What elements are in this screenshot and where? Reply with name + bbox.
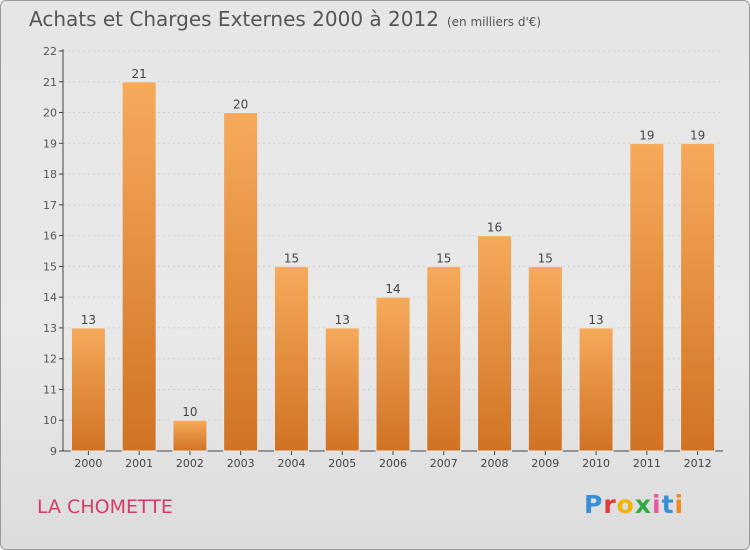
logo-letter: i	[674, 490, 685, 519]
bar-value-label: 15	[436, 251, 451, 265]
bar-2009	[527, 265, 563, 452]
bar-value-label: 21	[132, 67, 147, 81]
bar-2001	[121, 81, 157, 452]
y-tick-label: 12	[43, 353, 57, 366]
y-tick-label: 16	[43, 230, 57, 243]
y-tick-label: 10	[43, 414, 57, 427]
bar-2003	[223, 112, 259, 452]
bar-2000	[70, 327, 106, 452]
bar-2012	[680, 142, 716, 452]
logo-letter: t	[661, 490, 675, 519]
x-tick-label: 2010	[582, 457, 610, 470]
y-tick-label: 22	[43, 45, 57, 58]
bar-2008	[477, 235, 513, 452]
proxiti-logo: Proxiti	[584, 490, 684, 519]
y-tick-label: 14	[43, 291, 57, 304]
chart-title: Achats et Charges Externes 2000 à 2012 (e…	[29, 7, 541, 31]
bar-2002	[172, 419, 208, 452]
commune-name: LA CHOMETTE	[37, 496, 173, 518]
y-tick-label: 17	[43, 199, 57, 212]
logo-letter: i	[652, 490, 662, 519]
bar-value-label: 10	[182, 405, 197, 419]
x-tick-label: 2006	[379, 457, 407, 470]
chart-title-text: Achats et Charges Externes 2000 à 2012	[29, 7, 439, 31]
bar-2010	[578, 327, 614, 452]
logo-letter: x	[634, 490, 652, 519]
bar-value-label: 13	[81, 313, 96, 327]
bar-2005	[324, 327, 360, 452]
bar-2004	[273, 265, 309, 452]
bar-value-label: 14	[385, 282, 400, 296]
chart-subtitle: (en milliers d'€)	[446, 15, 542, 29]
y-tick-label: 13	[43, 322, 57, 335]
bar-value-label: 19	[639, 128, 654, 142]
x-tick-label: 2004	[277, 457, 305, 470]
y-tick-label: 11	[43, 383, 57, 396]
bar-2006	[375, 296, 411, 452]
x-tick-label: 2008	[481, 457, 509, 470]
y-tick-label: 18	[43, 168, 57, 181]
bar-value-label: 13	[588, 313, 603, 327]
bar-value-label: 16	[487, 221, 502, 235]
x-tick-label: 2007	[430, 457, 458, 470]
bar-value-label: 13	[335, 313, 350, 327]
y-tick-label: 20	[43, 107, 57, 120]
bar-2011	[629, 142, 665, 452]
x-tick-label: 2002	[176, 457, 204, 470]
x-tick-label: 2003	[227, 457, 255, 470]
x-tick-label: 2001	[125, 457, 153, 470]
bar-value-label: 19	[690, 128, 705, 142]
y-tick-label: 21	[43, 76, 57, 89]
bar-value-label: 15	[538, 251, 553, 265]
bar-value-label: 15	[284, 251, 299, 265]
x-tick-label: 2012	[684, 457, 712, 470]
x-tick-label: 2011	[633, 457, 661, 470]
logo-letter: o	[616, 490, 635, 519]
y-tick-label: 19	[43, 137, 57, 150]
logo-letter: r	[603, 490, 617, 519]
y-tick-label: 15	[43, 260, 57, 273]
y-tick-label: 9	[50, 445, 57, 458]
bar-2007	[426, 265, 462, 452]
x-tick-label: 2005	[328, 457, 356, 470]
x-tick-label: 2009	[531, 457, 559, 470]
x-tick-label: 2000	[74, 457, 102, 470]
logo-letter: P	[584, 490, 604, 519]
bar-value-label: 20	[233, 98, 248, 112]
